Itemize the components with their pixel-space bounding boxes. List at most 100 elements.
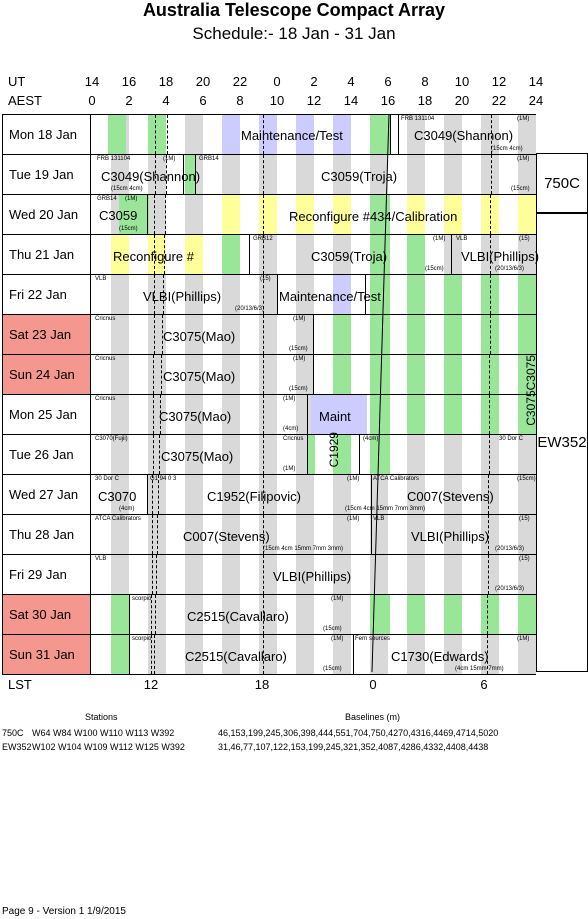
schedule-band	[333, 275, 351, 314]
schedule-band	[111, 635, 129, 674]
project-note: (15)	[519, 236, 530, 242]
day-row: Tue 26 Jan C3075(Mao) C1929 C3070(Fujii) Cri…	[2, 434, 536, 475]
project-label: Reconfigure #	[113, 249, 194, 264]
aest-tick: 14	[343, 93, 359, 108]
lst-dashed-line	[487, 555, 489, 594]
project-note: (1M)	[283, 466, 296, 472]
project-note: (15)	[260, 276, 271, 282]
project-note: 30 Dor C	[95, 476, 120, 482]
twilight-band	[185, 555, 203, 594]
block-divider	[371, 515, 372, 554]
block-divider	[147, 475, 148, 514]
lst-dashed-line	[491, 115, 492, 154]
project-note: (4cm)	[363, 436, 379, 442]
twilight-band	[111, 395, 129, 434]
cfg1-baselines: 46,153,199,245,306,398,444,551,704,750,4…	[218, 728, 499, 738]
lst-dashed-line	[263, 315, 264, 354]
lst-dashed-line	[156, 555, 157, 594]
lst-dashed-line	[155, 595, 156, 634]
ut-tick: 12	[491, 74, 507, 89]
schedule-band	[185, 235, 203, 274]
ut-tick: 16	[121, 74, 137, 89]
project-label: C3075(Mao)	[161, 449, 234, 464]
lst-dashed-line	[167, 115, 168, 154]
schedule-band	[407, 235, 425, 274]
aest-tick: 22	[491, 93, 507, 108]
block-divider	[371, 475, 372, 514]
lst-dashed-line	[154, 635, 155, 674]
project-note: (15cm)	[289, 346, 308, 352]
schedule-band	[481, 595, 499, 634]
twilight-band	[333, 515, 351, 554]
twilight-band	[111, 475, 129, 514]
schedule-band	[111, 595, 129, 634]
twilight-band	[518, 435, 536, 474]
day-row: Mon 18 Jan Maintenance/Test C3049(Shannon)…	[2, 114, 536, 155]
day-label: Tue 26 Jan	[3, 435, 91, 474]
project-note: Cricnus	[95, 396, 116, 402]
twilight-band	[518, 475, 536, 514]
project-note: (15)	[519, 516, 530, 522]
twilight-band	[296, 355, 314, 394]
lst-dashed-line	[153, 355, 155, 394]
project-note: VLB	[456, 236, 468, 242]
project-note: (15)	[519, 556, 530, 562]
block-divider	[183, 155, 184, 194]
block-divider	[307, 395, 308, 434]
day-label: Sun 31 Jan	[3, 635, 91, 674]
lst-dashed-line	[151, 555, 153, 594]
twilight-band	[185, 435, 203, 474]
project-label: C3049(Shannon)	[101, 169, 201, 184]
side-project-label: C3075C3075	[524, 355, 538, 426]
lst-dashed-line	[490, 155, 492, 194]
twilight-band	[148, 555, 166, 594]
twilight-band	[111, 155, 129, 194]
lst-dashed-line	[263, 435, 264, 474]
block-divider	[390, 115, 391, 154]
project-note: (1M)	[347, 516, 360, 522]
lst-dashed-line	[488, 475, 490, 514]
lst-dashed-line	[160, 395, 161, 434]
twilight-band	[222, 275, 240, 314]
project-note: ATCA Calibrators	[373, 476, 419, 482]
project-label: C3059(Troja)	[321, 169, 398, 184]
twilight-band	[296, 595, 314, 634]
twilight-band	[111, 315, 129, 354]
lst-dashed-line	[153, 315, 155, 354]
project-note: (1M)	[433, 236, 446, 242]
schedule-band	[370, 355, 390, 394]
lst-dashed-line	[263, 115, 264, 154]
page-subtitle: Schedule:- 18 Jan - 31 Jan	[192, 24, 396, 43]
lst-dashed-line	[490, 235, 492, 274]
ut-tick: 6	[384, 74, 392, 89]
project-note: (4cm)	[119, 506, 135, 512]
day-row: Fri 29 Jan VLBI(Phillips) VLB (15) (20/13/6/…	[2, 554, 536, 595]
twilight-band	[185, 595, 203, 634]
twilight-band	[481, 635, 499, 674]
baselines-header: Baselines (m)	[345, 712, 401, 722]
lst-label: LST	[8, 677, 32, 692]
twilight-band	[481, 115, 499, 154]
project-note: (20/13/6/3)	[495, 546, 525, 552]
day-label: Wed 20 Jan	[3, 195, 91, 234]
twilight-band	[222, 595, 240, 634]
project-note: (1M)	[163, 156, 176, 162]
project-note: (1M)	[125, 196, 138, 202]
schedule-band	[444, 595, 462, 634]
day-row: Sun 31 Jan C2515(Cavallaro) C1730(Edwards)…	[2, 634, 536, 675]
schedule-band	[148, 115, 166, 154]
aest-tick: 0	[88, 93, 96, 108]
lst-dashed-line	[263, 395, 264, 434]
twilight-band	[333, 635, 351, 674]
project-note: FRB 131104	[401, 116, 435, 122]
twilight-band	[481, 555, 499, 594]
twilight-band	[444, 635, 462, 674]
block-divider	[147, 195, 148, 234]
twilight-band	[444, 475, 462, 514]
lst-dashed-line	[263, 475, 264, 514]
twilight-band	[333, 235, 351, 274]
twilight-band	[518, 515, 536, 554]
schedule-band	[370, 395, 390, 434]
twilight-band	[444, 515, 462, 554]
twilight-band	[111, 275, 129, 314]
